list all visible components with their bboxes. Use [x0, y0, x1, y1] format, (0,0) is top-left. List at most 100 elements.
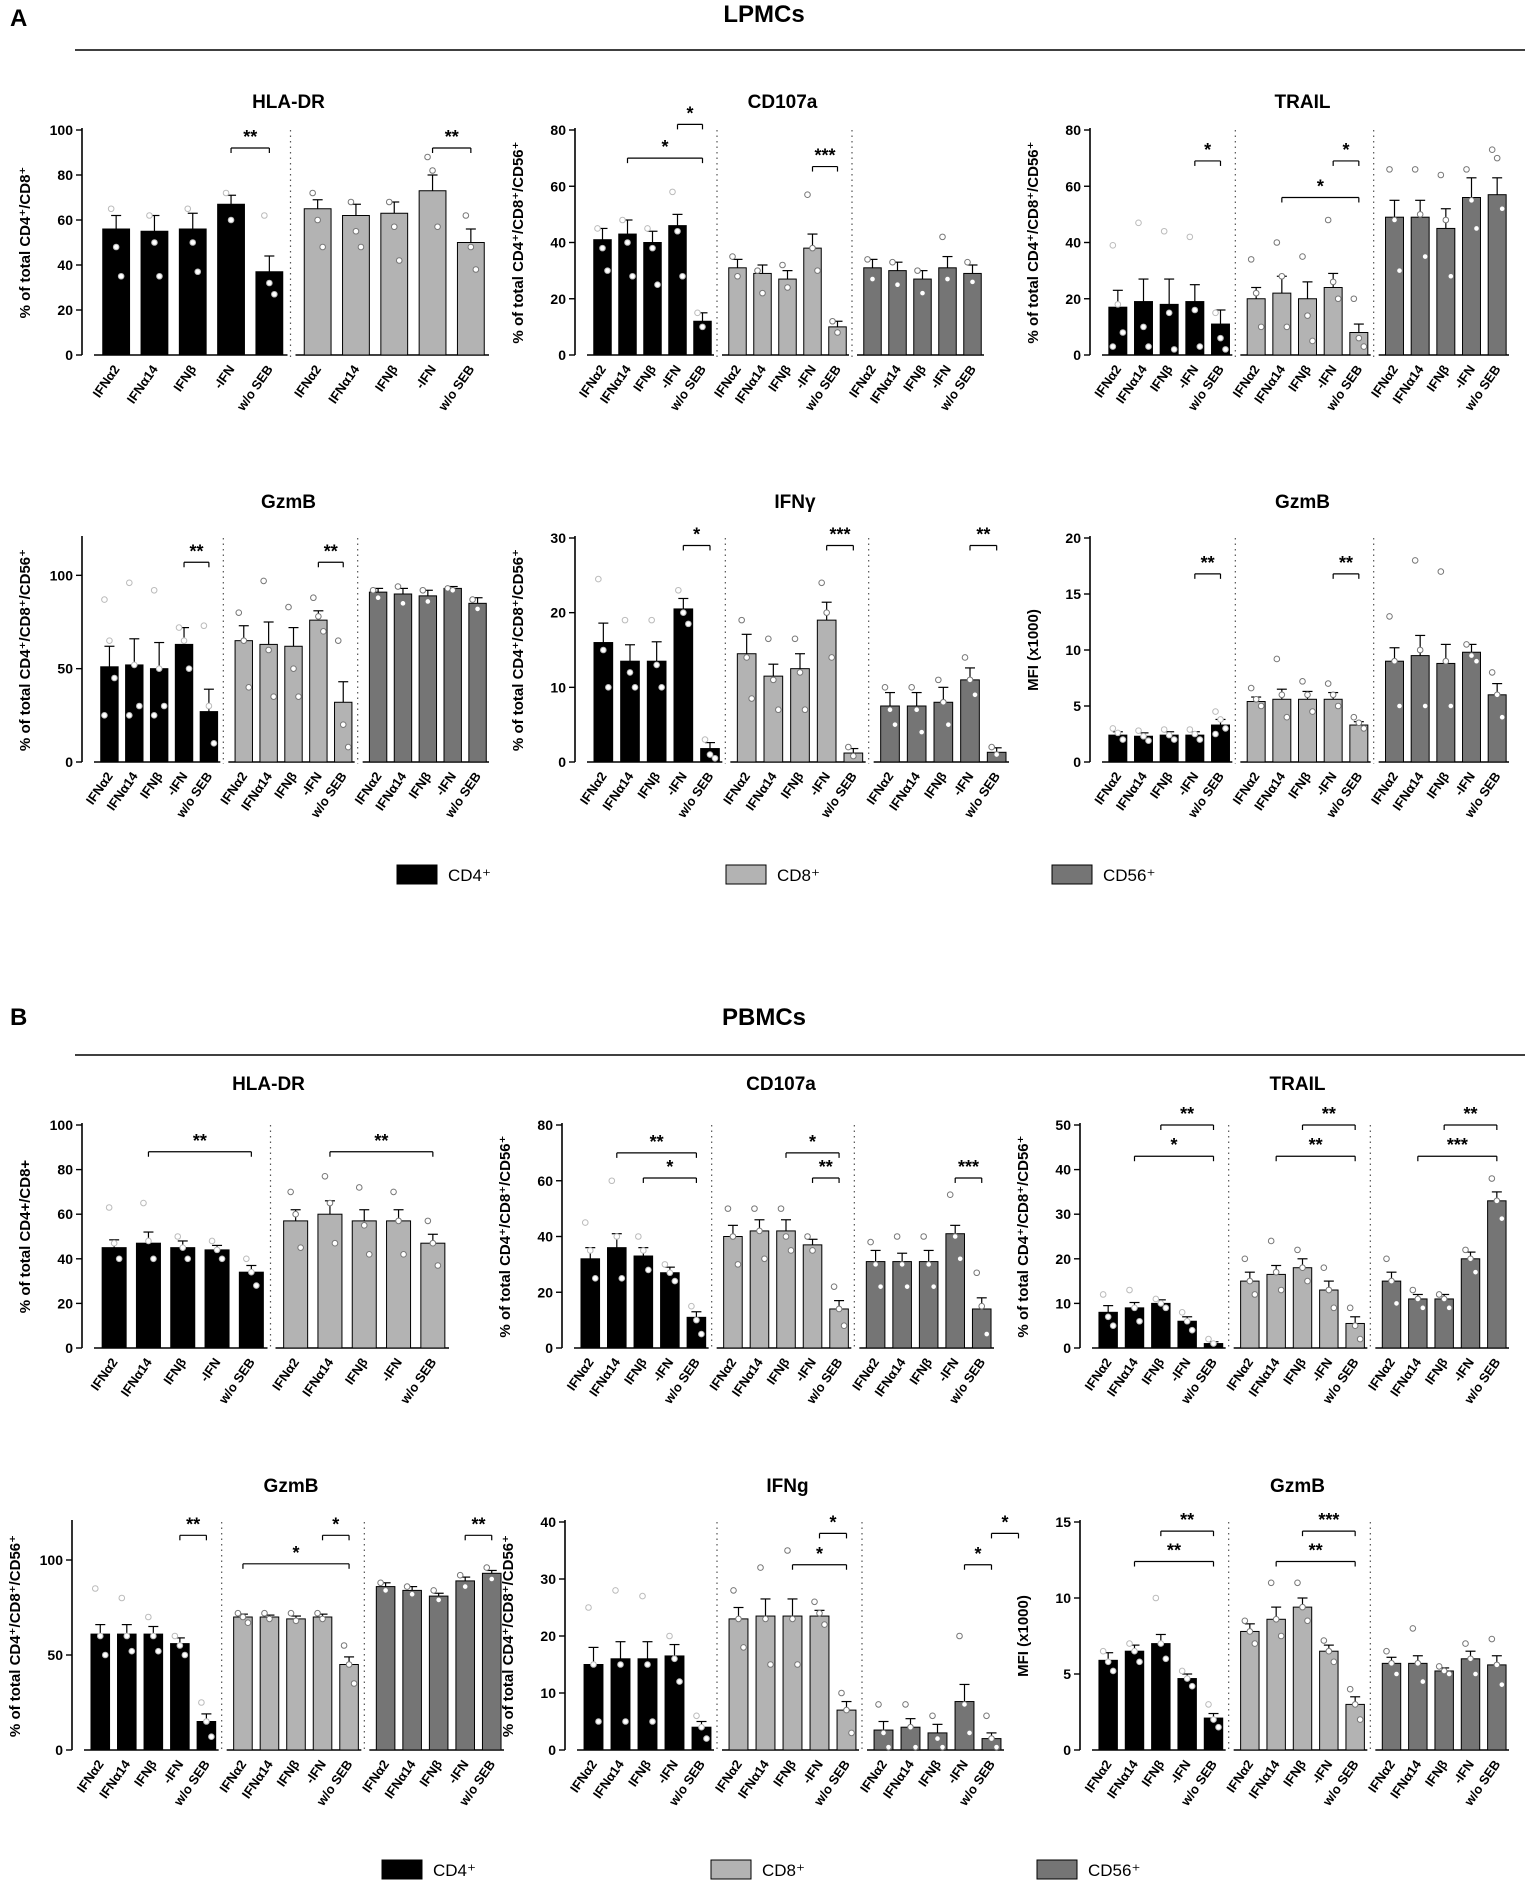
data-point — [171, 1632, 179, 1640]
x-tick-label: -IFN — [654, 1757, 681, 1786]
data-point — [1488, 1635, 1496, 1643]
data-point — [740, 1644, 747, 1651]
data-point — [983, 1330, 991, 1338]
data-point — [754, 267, 761, 274]
legend-label-cd8: CD8⁺ — [762, 1861, 805, 1880]
data-point — [1162, 1304, 1170, 1312]
data-point — [782, 1233, 790, 1240]
x-tick-label: IFNα14 — [299, 1354, 337, 1399]
data-point — [784, 284, 791, 291]
data-point — [101, 712, 108, 719]
x-tick-label: -IFN — [211, 362, 238, 391]
y-tick-label: 100 — [50, 567, 74, 583]
data-point — [234, 1609, 242, 1617]
data-point — [762, 1615, 769, 1623]
data-point — [1277, 1632, 1285, 1640]
significance-label: ** — [1201, 553, 1215, 573]
data-point — [666, 1269, 674, 1277]
significance-label: ** — [650, 1132, 664, 1152]
data-point — [756, 1227, 763, 1235]
data-point — [1468, 652, 1475, 659]
data-point — [770, 676, 777, 684]
significance-label: ** — [1339, 553, 1353, 573]
data-point — [1188, 1682, 1196, 1690]
bar — [286, 1618, 306, 1751]
data-point — [430, 1587, 437, 1594]
bar — [178, 228, 207, 356]
data-point — [390, 223, 398, 231]
data-point — [1131, 1647, 1138, 1655]
data-point — [181, 1651, 189, 1659]
significance-label: * — [1204, 140, 1211, 160]
bar — [339, 1664, 359, 1751]
data-point — [694, 309, 701, 317]
data-point — [1414, 1660, 1422, 1667]
significance-label: ** — [1180, 1510, 1194, 1530]
data-point — [1145, 343, 1152, 350]
bar — [593, 239, 612, 356]
data-point — [1119, 736, 1127, 743]
data-point — [292, 1617, 300, 1625]
x-tick-label: IFNβ — [1422, 1355, 1451, 1387]
bar — [312, 1616, 333, 1751]
y-tick-label: 0 — [558, 347, 566, 363]
data-point — [617, 1661, 624, 1668]
data-point — [1283, 713, 1291, 721]
bar — [892, 1261, 912, 1349]
x-tick-label: IFNα2 — [88, 1355, 121, 1393]
bar — [646, 660, 667, 763]
data-point — [1152, 1295, 1160, 1303]
y-tick-label: 80 — [537, 1117, 553, 1133]
data-point — [1267, 1237, 1275, 1245]
data-point — [939, 233, 946, 241]
data-point — [339, 721, 347, 728]
y-tick-label: 0 — [1063, 1742, 1071, 1758]
legend-b: CD4⁺ CD8⁺ CD56⁺ — [381, 1859, 1140, 1880]
data-point — [1393, 1300, 1400, 1307]
data-point — [875, 1701, 882, 1708]
x-tick-label: IFNβ — [630, 362, 659, 394]
data-point — [775, 706, 782, 714]
bar — [1319, 1650, 1339, 1751]
data-point — [1493, 691, 1501, 699]
bar — [418, 190, 447, 356]
x-tick-label: IFNβ — [1285, 769, 1314, 801]
significance-label: * — [661, 137, 668, 157]
chart-5: IFNγ 0 10 20 30 % of total CD4⁺/CD8⁺/CD56⁺ IFN… — [510, 492, 1009, 821]
y-tick-label: 100 — [50, 1117, 74, 1133]
data-point — [834, 329, 841, 336]
data-point — [940, 698, 947, 706]
bar — [1345, 1703, 1365, 1751]
x-tick-label: IFNβ — [906, 1355, 935, 1387]
bar — [456, 242, 485, 356]
data-point — [1246, 1628, 1254, 1635]
data-point — [131, 661, 138, 669]
chart-title: GzmB — [1270, 1476, 1325, 1497]
data-point — [1435, 1291, 1443, 1298]
significance-label: ** — [374, 1131, 388, 1151]
legend-label-cd8: CD8⁺ — [777, 866, 820, 885]
data-point — [608, 1177, 616, 1185]
data-point — [1386, 613, 1393, 620]
data-point — [360, 1222, 368, 1229]
y-tick-label: 0 — [1073, 754, 1081, 770]
legend-a: CD4⁺ CD8⁺ CD56⁺ — [396, 864, 1155, 885]
data-point — [1440, 1667, 1448, 1675]
significance-label: *** — [958, 1157, 979, 1177]
bar — [643, 242, 662, 356]
x-tick-label: -IFN — [944, 1757, 971, 1786]
bar — [668, 225, 687, 356]
data-point — [1351, 1701, 1359, 1708]
data-point — [111, 674, 118, 682]
data-point — [112, 243, 120, 251]
data-point — [145, 1237, 152, 1245]
bar — [174, 643, 194, 763]
data-point — [331, 1239, 339, 1247]
data-point — [612, 1587, 619, 1594]
data-point — [1272, 1615, 1280, 1623]
data-point — [796, 669, 804, 676]
data-point — [881, 684, 889, 691]
data-point — [599, 244, 606, 252]
data-point — [830, 1283, 838, 1290]
x-tick-label: IFNβ — [621, 1355, 650, 1387]
